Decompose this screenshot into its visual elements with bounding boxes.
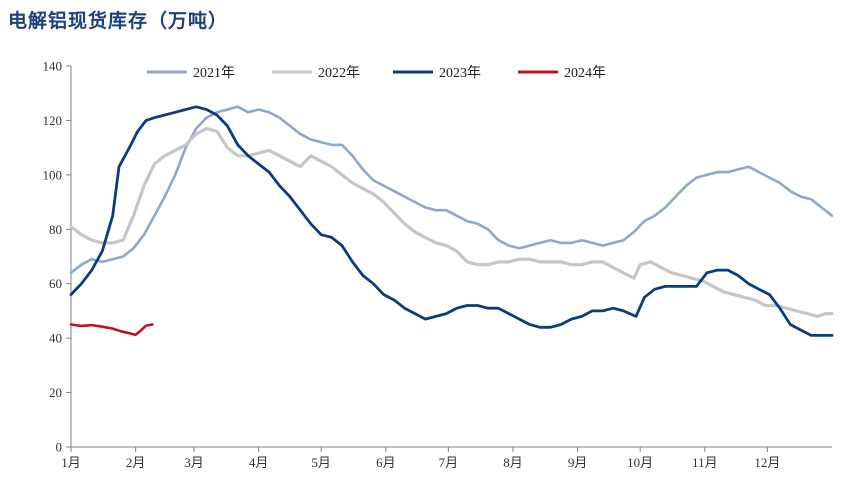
axes: 0 20 40 60 80 100 120 140 1月 2月 3月 4月 5月 6月 7月 8月 9月 10月 1…: [43, 59, 832, 470]
y-tick-label: 140: [43, 59, 63, 74]
series-line-1: [69, 105, 834, 275]
legend-label: 2022年: [318, 65, 360, 81]
series-lines: [69, 105, 834, 337]
series-line-3: [69, 105, 834, 337]
x-tick-label: 5月: [311, 455, 331, 470]
y-tick-label: 100: [43, 167, 63, 182]
x-tick-label: 8月: [503, 455, 523, 470]
legend-label: 2023年: [439, 65, 481, 81]
y-tick-label: 0: [56, 440, 63, 455]
chart-title: 电解铝现货库存（万吨）: [8, 10, 229, 32]
legend-label: 2021年: [193, 65, 235, 81]
x-tick-label: 1月: [61, 455, 81, 470]
x-tick-label: 4月: [249, 455, 269, 470]
x-tick-label: 2月: [126, 455, 146, 470]
x-tick-label: 9月: [568, 455, 588, 470]
x-tick-label: 3月: [184, 455, 204, 470]
legend-label: 2024年: [564, 65, 606, 81]
x-tick-label: 6月: [376, 455, 396, 470]
y-tick-label: 60: [49, 276, 62, 291]
x-tick-label: 11月: [692, 455, 718, 470]
x-tick-label: 12月: [754, 455, 780, 470]
x-tick-label: 7月: [439, 455, 459, 470]
y-tick-label: 120: [43, 113, 63, 128]
series-line-2: [69, 127, 834, 318]
y-tick-label: 40: [49, 331, 62, 346]
x-tick-label: 10月: [627, 455, 653, 470]
y-tick-label: 20: [49, 385, 62, 400]
legend: 2021年 2022年 2023年 2024年: [147, 65, 606, 81]
y-tick-label: 80: [49, 222, 62, 237]
series-line-4: [69, 323, 154, 337]
